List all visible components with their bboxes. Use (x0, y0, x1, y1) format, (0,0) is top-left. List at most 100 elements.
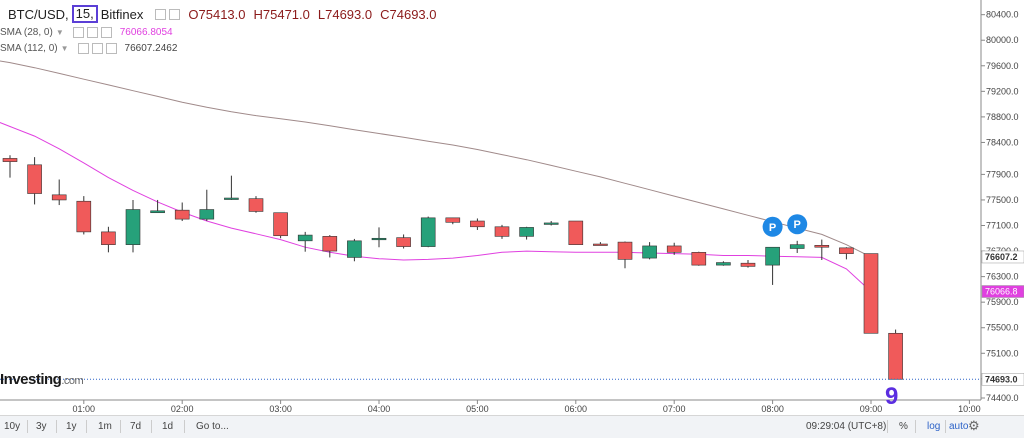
chevron-down-icon[interactable]: ▼ (55, 28, 64, 37)
symbol-header: BTC/USD, 15, Bitfinex O75413.0 H75471.0 … (0, 5, 437, 23)
close-value: C74693.0 (380, 6, 437, 22)
candle-body (27, 164, 42, 194)
candle-body (396, 237, 411, 247)
sma-28-legend: SMA (28, 0) ▼ 76066.8054 (0, 27, 173, 38)
chevron-down-icon[interactable]: ▼ (60, 44, 69, 53)
y-tick-label: 75500.0 (986, 323, 1019, 333)
range-1y-button[interactable]: 1y (66, 421, 77, 432)
x-tick-label: 03:00 (269, 404, 292, 414)
candle-body (716, 262, 731, 266)
eye-icon[interactable] (72, 27, 84, 38)
sma-28-label[interactable]: SMA (28, 0) (0, 27, 53, 38)
candle-body (863, 253, 879, 334)
candle-body (470, 220, 485, 228)
y-tick-label: 74400.0 (986, 393, 1019, 403)
auto-toggle[interactable]: auto (949, 421, 969, 432)
y-tick-label: 79600.0 (986, 61, 1019, 71)
clock-time: 09:29:04 (UTC+8) (806, 421, 887, 432)
candle-body (125, 209, 141, 245)
y-tick-label: 75100.0 (986, 348, 1019, 358)
y-tick-label: 78800.0 (986, 112, 1019, 122)
candle-body (297, 234, 313, 242)
interval-selector[interactable]: 15, (71, 5, 98, 23)
y-tick-label: 80000.0 (986, 35, 1019, 45)
x-tick-label: 09:00 (860, 404, 883, 414)
gear-icon[interactable]: ⚙ (968, 418, 980, 433)
investing-logo: Investing.com (0, 371, 84, 388)
logo-suffix: .com (61, 375, 84, 387)
candle-body (273, 212, 288, 237)
candle-body (224, 197, 239, 200)
sma-112-line (0, 58, 872, 258)
candle-body (494, 226, 510, 237)
candle-body (199, 209, 215, 220)
eye-icon[interactable] (77, 43, 89, 54)
range-3y-button[interactable]: 3y (36, 421, 47, 432)
x-tick-label: 10:00 (958, 404, 981, 414)
eye-icon[interactable] (155, 8, 167, 20)
candle-body (568, 220, 584, 245)
candle-body (740, 262, 756, 267)
bottom-toolbar: 10y 3y 1y 1m 7d 1d Go to... 09:29:04 (UT… (0, 415, 1024, 438)
candle-body (765, 246, 780, 266)
candle-body (543, 222, 559, 225)
symbol-label[interactable]: BTC/USD, (8, 6, 69, 22)
settings-icon[interactable] (86, 27, 98, 38)
x-tick-label: 06:00 (565, 404, 588, 414)
price-label: 76066.8 (985, 287, 1018, 297)
settings-icon[interactable] (169, 8, 181, 20)
candle-body (248, 198, 264, 212)
y-tick-label: 77900.0 (986, 169, 1019, 179)
candle-body (174, 209, 190, 220)
range-10y-button[interactable]: 10y (4, 421, 21, 432)
p-marker (787, 214, 808, 235)
price-label-box (981, 250, 1024, 264)
exchange-label: Bitfinex (100, 6, 144, 22)
range-1d-button[interactable]: 1d (162, 421, 174, 432)
candle-body (666, 245, 682, 253)
range-7d-button[interactable]: 7d (130, 421, 142, 432)
price-label-box (981, 285, 1024, 298)
p-marker-label: P (769, 222, 776, 234)
x-tick-label: 05:00 (466, 404, 489, 414)
price-label: 76607.2 (985, 252, 1018, 262)
high-value: H75471.0 (253, 6, 310, 22)
y-tick-label: 77100.0 (986, 221, 1019, 231)
percent-toggle[interactable]: % (899, 421, 908, 432)
candle-body (519, 227, 534, 237)
candle-body (322, 236, 338, 252)
x-tick-label: 08:00 (761, 404, 784, 414)
open-value: O75413.0 (188, 6, 246, 22)
close-icon[interactable] (100, 27, 112, 38)
candle-body (593, 243, 608, 246)
close-icon[interactable] (105, 43, 117, 54)
y-tick-label: 78400.0 (986, 137, 1019, 147)
x-tick-label: 01:00 (73, 404, 96, 414)
goto-button[interactable]: Go to... (196, 421, 229, 432)
candle-body (101, 231, 116, 245)
candle-body (76, 200, 92, 233)
y-tick-label: 80400.0 (986, 10, 1019, 20)
settings-icon[interactable] (91, 43, 103, 54)
candle-body (2, 158, 18, 162)
candle-body (51, 194, 67, 201)
annotation-number: 9 (885, 383, 899, 410)
sma-112-label[interactable]: SMA (112, 0) (0, 43, 58, 54)
candle-body (347, 240, 362, 258)
p-marker (762, 216, 783, 237)
range-1m-button[interactable]: 1m (98, 421, 112, 432)
candle-body (814, 245, 830, 248)
logo-main: Investing (0, 371, 62, 388)
candle-body (371, 237, 387, 241)
candle-body (617, 241, 633, 260)
x-tick-label: 02:00 (171, 404, 194, 414)
candle-body (642, 245, 657, 259)
log-toggle[interactable]: log (927, 421, 941, 432)
candle-body (691, 252, 707, 266)
y-tick-label: 75900.0 (986, 297, 1019, 307)
sma-112-legend: SMA (112, 0) ▼ 76607.2462 (0, 43, 177, 54)
candle-body (888, 332, 903, 380)
candle-body (420, 217, 436, 247)
y-tick-label: 76300.0 (986, 272, 1019, 282)
